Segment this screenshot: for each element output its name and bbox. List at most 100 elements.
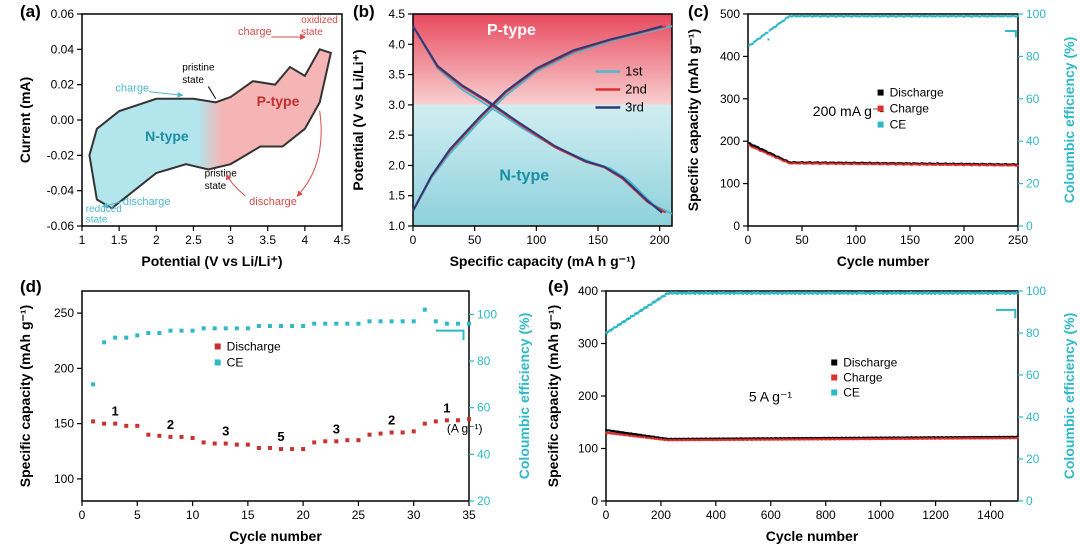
chart-e: 02004006008001000120014000100200300400Cy… — [540, 275, 1080, 545]
svg-text:Discharge: Discharge — [890, 86, 944, 100]
svg-text:200: 200 — [954, 233, 974, 247]
svg-text:20: 20 — [1026, 177, 1040, 191]
svg-text:2nd: 2nd — [625, 82, 647, 97]
svg-text:60: 60 — [477, 401, 491, 415]
svg-text:25: 25 — [352, 508, 366, 522]
svg-text:Charge: Charge — [890, 102, 930, 116]
svg-text:250: 250 — [54, 306, 74, 320]
svg-text:2: 2 — [167, 417, 174, 432]
svg-text:200: 200 — [651, 508, 671, 522]
svg-text:600: 600 — [761, 508, 781, 522]
svg-text:1.5: 1.5 — [388, 189, 405, 203]
svg-text:0.00: 0.00 — [51, 113, 75, 127]
svg-text:20: 20 — [477, 494, 491, 508]
svg-text:charge: charge — [115, 83, 149, 95]
svg-text:1.5: 1.5 — [111, 233, 128, 247]
svg-text:P-type: P-type — [487, 22, 536, 39]
svg-text:P-type: P-type — [257, 93, 300, 109]
svg-text:2.5: 2.5 — [185, 233, 202, 247]
panel-e: (e) 020040060080010001200140001002003004… — [540, 275, 1080, 545]
svg-text:3: 3 — [333, 421, 340, 436]
svg-text:Specific capacity (mAh g⁻¹): Specific capacity (mAh g⁻¹) — [685, 29, 701, 211]
svg-text:Cycle number: Cycle number — [837, 253, 930, 269]
svg-text:3.0: 3.0 — [388, 98, 405, 112]
svg-text:Coloumbic efficiency (%): Coloumbic efficiency (%) — [1061, 313, 1077, 479]
chart-d: 05101520253035100150200250Cycle numberSp… — [10, 275, 535, 545]
svg-text:5: 5 — [134, 508, 141, 522]
svg-text:3.5: 3.5 — [259, 233, 276, 247]
svg-text:1.0: 1.0 — [388, 219, 405, 233]
svg-text:Specific capacity (mAh g⁻¹): Specific capacity (mAh g⁻¹) — [17, 305, 33, 487]
svg-text:200: 200 — [720, 134, 740, 148]
svg-text:Potential (V vs Li/Li⁺): Potential (V vs Li/Li⁺) — [350, 49, 366, 190]
svg-text:Charge: Charge — [843, 371, 883, 385]
panel-d: (d) 05101520253035100150200250Cycle numb… — [10, 275, 535, 545]
svg-text:0.06: 0.06 — [51, 7, 75, 21]
svg-text:state: state — [86, 214, 108, 225]
svg-text:2: 2 — [388, 412, 395, 427]
svg-text:Specific capacity (mA h g⁻¹): Specific capacity (mA h g⁻¹) — [450, 253, 636, 269]
svg-text:0: 0 — [733, 219, 740, 233]
svg-text:2.0: 2.0 — [388, 158, 405, 172]
svg-text:0: 0 — [1026, 219, 1033, 233]
svg-text:1200: 1200 — [922, 508, 949, 522]
svg-text:0: 0 — [591, 494, 598, 508]
svg-text:state: state — [182, 75, 204, 86]
svg-text:4: 4 — [302, 233, 309, 247]
svg-text:150: 150 — [900, 233, 920, 247]
svg-text:CE: CE — [890, 118, 907, 132]
svg-text:80: 80 — [1026, 49, 1040, 63]
svg-text:100: 100 — [477, 307, 497, 321]
svg-text:40: 40 — [1026, 410, 1040, 424]
panel-a-label: (a) — [20, 2, 41, 22]
svg-text:N-type: N-type — [499, 168, 549, 185]
svg-text:300: 300 — [578, 337, 598, 351]
svg-text:Discharge: Discharge — [227, 339, 281, 353]
svg-text:50: 50 — [795, 233, 809, 247]
svg-text:100: 100 — [846, 233, 866, 247]
svg-text:Current (mA): Current (mA) — [17, 77, 33, 163]
panel-b-label: (b) — [353, 2, 375, 22]
svg-text:100: 100 — [1026, 7, 1046, 21]
svg-text:100: 100 — [54, 472, 74, 486]
svg-text:0: 0 — [79, 508, 86, 522]
svg-text:reduced: reduced — [86, 204, 122, 215]
svg-text:5: 5 — [277, 429, 284, 444]
svg-text:20: 20 — [296, 508, 310, 522]
chart-b: 0501001502001.01.52.02.53.03.54.04.5Spec… — [345, 0, 680, 270]
svg-text:CE: CE — [843, 386, 860, 400]
svg-text:150: 150 — [588, 233, 608, 247]
svg-text:3rd: 3rd — [625, 100, 644, 115]
svg-text:Coloumbic efficiency (%): Coloumbic efficiency (%) — [516, 313, 532, 479]
panel-b: (b) 0501001502001.01.52.02.53.03.54.04.5… — [345, 0, 680, 270]
panel-d-label: (d) — [20, 277, 42, 297]
svg-text:40: 40 — [477, 447, 491, 461]
svg-text:2: 2 — [153, 233, 160, 247]
svg-text:200 mA g⁻¹: 200 mA g⁻¹ — [813, 103, 885, 119]
svg-text:0.02: 0.02 — [51, 78, 75, 92]
svg-text:discharge: discharge — [249, 196, 297, 208]
svg-text:0: 0 — [410, 233, 417, 247]
svg-text:-0.06: -0.06 — [47, 219, 75, 233]
svg-text:150: 150 — [54, 417, 74, 431]
svg-text:35: 35 — [462, 508, 476, 522]
svg-text:400: 400 — [706, 508, 726, 522]
svg-text:1400: 1400 — [977, 508, 1004, 522]
svg-text:Coloumbic efficiency (%): Coloumbic efficiency (%) — [1061, 37, 1077, 203]
svg-text:50: 50 — [468, 233, 482, 247]
svg-text:3: 3 — [227, 233, 234, 247]
panel-c-label: (c) — [688, 2, 709, 22]
svg-text:pristine: pristine — [182, 63, 215, 74]
svg-text:800: 800 — [816, 508, 836, 522]
svg-text:60: 60 — [1026, 368, 1040, 382]
svg-text:0.04: 0.04 — [51, 42, 75, 56]
svg-text:500: 500 — [720, 7, 740, 21]
svg-text:state: state — [301, 27, 323, 38]
svg-text:10: 10 — [186, 508, 200, 522]
panel-e-label: (e) — [548, 277, 569, 297]
svg-text:2.5: 2.5 — [388, 128, 405, 142]
chart-c: 0501001502002500100200300400500Cycle num… — [680, 0, 1080, 270]
svg-text:400: 400 — [578, 284, 598, 298]
panel-c: (c) 0501001502002500100200300400500Cycle… — [680, 0, 1080, 270]
svg-text:state: state — [205, 181, 227, 192]
